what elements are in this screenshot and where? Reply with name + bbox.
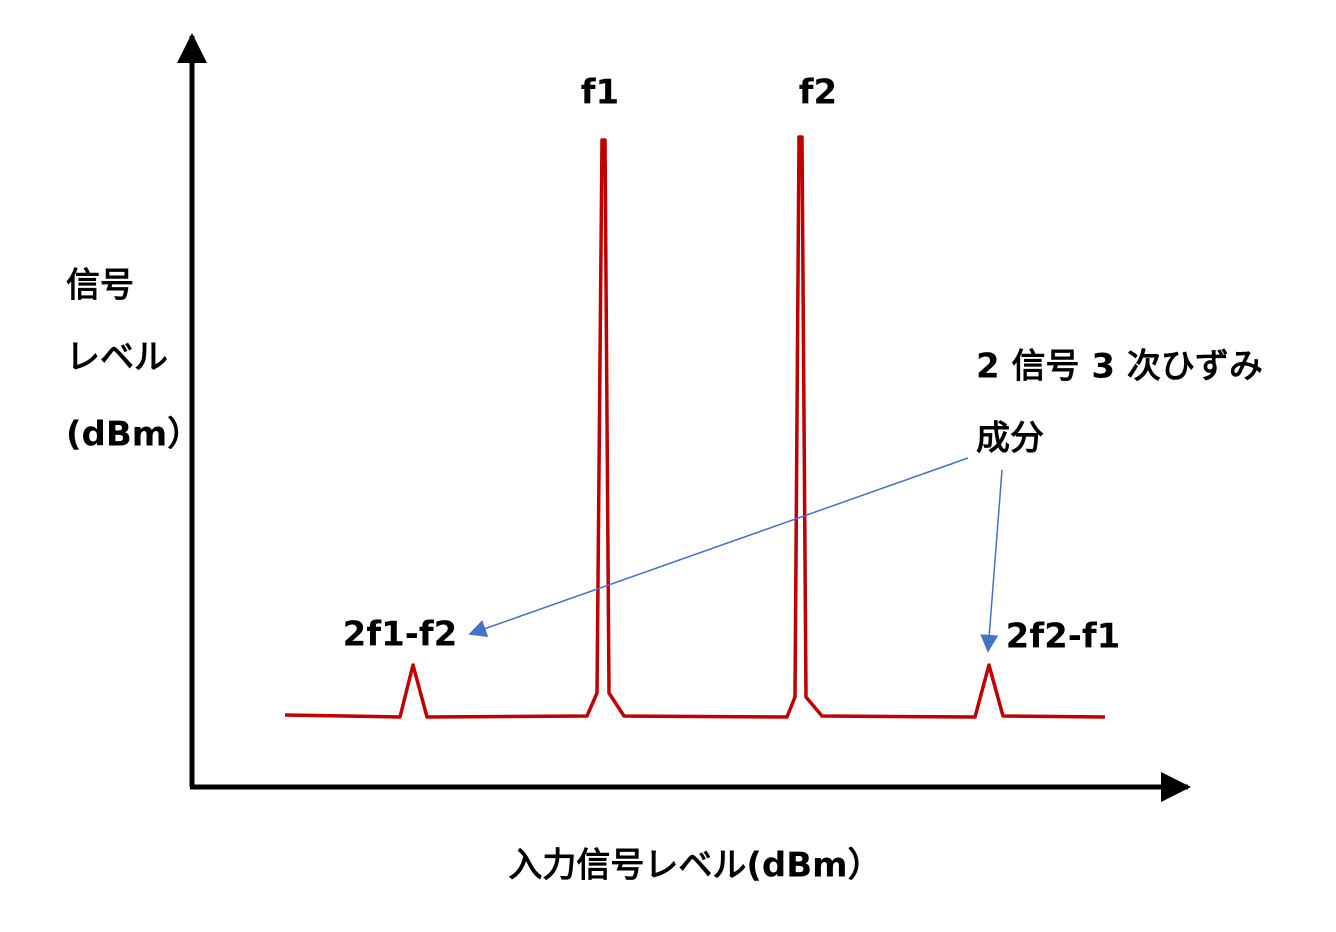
annotation-title: 成分 [976, 419, 1044, 459]
y-axis-label: 信号 [66, 266, 134, 306]
product-label: 2f2-f1 [1006, 617, 1121, 657]
annotation-title: 2 信号 3 次ひずみ [976, 347, 1263, 387]
spectrum-line [284, 135, 1106, 719]
signal-label: f2 [799, 73, 837, 113]
product-label: 2f1-f2 [343, 615, 458, 655]
signal-label: f1 [581, 73, 619, 113]
y-axis-label: (dBm） [66, 415, 201, 455]
y-axis-label: レベル [66, 338, 168, 378]
annotation-arrow [468, 457, 969, 638]
annotation-arrow [980, 469, 1003, 653]
x-axis-label: 入力信号レベル(dBm） [508, 846, 881, 886]
